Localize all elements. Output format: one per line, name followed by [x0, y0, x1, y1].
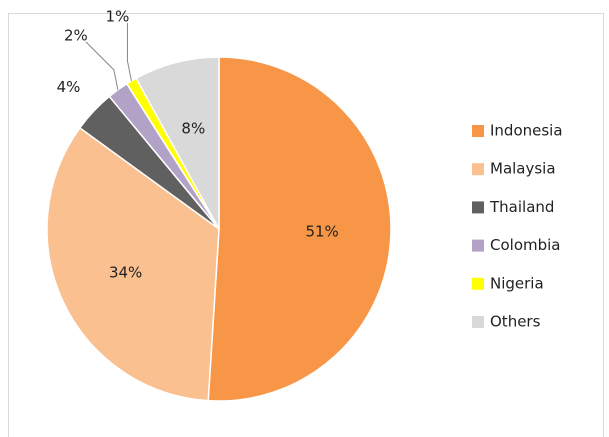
data-label: 51%	[305, 223, 338, 241]
legend-label: Thailand	[489, 198, 554, 216]
data-label: 8%	[181, 120, 205, 138]
legend-swatch	[472, 277, 484, 290]
legend-label: Indonesia	[490, 122, 563, 140]
legend-swatch	[472, 201, 484, 214]
data-label: 2%	[64, 26, 88, 44]
legend-label: Others	[490, 313, 541, 331]
data-label: 34%	[109, 263, 142, 281]
data-label: 4%	[57, 78, 81, 96]
pie-slice	[207, 56, 392, 402]
legend-label: Nigeria	[490, 274, 544, 292]
legend-swatch	[472, 163, 484, 176]
data-label: 1%	[106, 7, 130, 25]
legend-label: Malaysia	[490, 160, 556, 178]
legend-swatch	[472, 239, 484, 252]
pie-slice	[135, 56, 220, 230]
pie-slice	[46, 126, 220, 402]
legend-swatch	[472, 316, 484, 328]
legend-label: Colombia	[490, 236, 561, 254]
leader-line	[85, 41, 119, 90]
leader-line	[126, 22, 132, 82]
legend-swatch	[472, 125, 484, 137]
